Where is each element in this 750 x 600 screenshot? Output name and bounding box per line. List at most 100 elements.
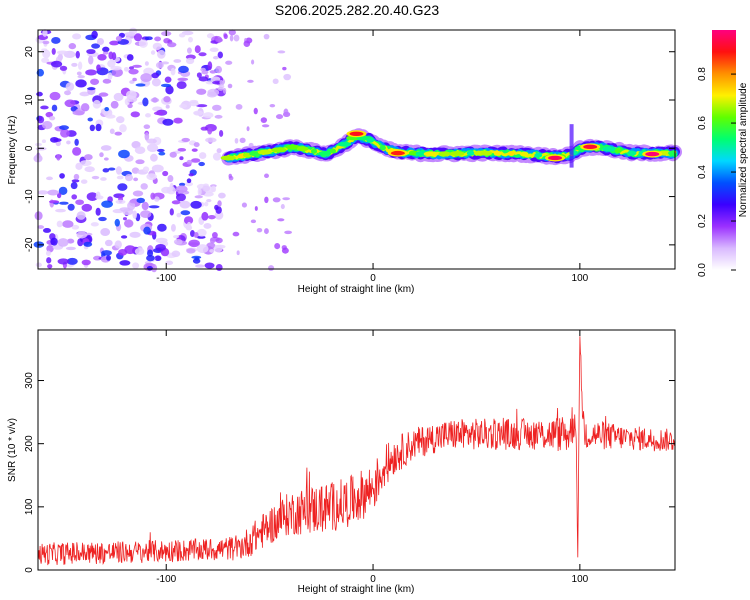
noise-blob: [41, 139, 47, 144]
snr-panel: -100 0 100 0 100 200 300 Height of straight l…: [7, 329, 676, 595]
noise-blob: [196, 72, 202, 78]
ridge-blob: [237, 153, 245, 159]
noise-blob: [50, 237, 58, 246]
noise-blob: [215, 65, 223, 74]
noise-blob: [41, 121, 53, 130]
noise-blob: [123, 32, 136, 37]
noise-blob: [281, 247, 289, 254]
noise-blob: [212, 104, 222, 111]
x-tick-label: 0: [370, 574, 376, 585]
noise-blob: [87, 117, 93, 122]
colorbar-ticks: 0.0 0.2 0.4 0.6 0.8: [697, 67, 736, 277]
noise-blob: [229, 34, 234, 42]
noise-blob: [247, 79, 254, 83]
x-tick-label: -100: [156, 273, 176, 284]
noise-blob: [87, 87, 96, 91]
noise-blob: [198, 52, 207, 57]
noise-blob: [167, 175, 174, 183]
noise-blob: [196, 235, 206, 239]
noise-blob: [96, 64, 101, 72]
noise-blob: [109, 128, 115, 135]
noise-blob: [228, 29, 236, 36]
noise-blob: [80, 103, 90, 112]
noise-blob: [169, 182, 174, 192]
noise-blob: [209, 249, 215, 253]
ridge-blob: [534, 152, 543, 158]
noise-blob: [130, 111, 140, 118]
hot-spot: [583, 144, 598, 150]
noise-blob: [282, 66, 287, 71]
noise-blob: [95, 191, 101, 199]
noise-blob: [132, 210, 138, 219]
noise-blob: [239, 137, 246, 144]
spectrogram-cells: [33, 27, 682, 273]
noise-blob: [37, 190, 49, 195]
noise-blob: [162, 118, 174, 126]
noise-blob: [198, 161, 205, 167]
noise-blob: [43, 227, 51, 233]
noise-blob: [193, 142, 200, 148]
noise-blob: [165, 85, 174, 95]
hot-spot: [349, 131, 364, 137]
colorbar-tick-label: 0.2: [697, 214, 708, 228]
noise-blob: [206, 199, 212, 203]
noise-blob: [86, 49, 96, 55]
noise-blob: [132, 190, 144, 197]
noise-blob: [59, 65, 68, 71]
noise-blob: [179, 200, 191, 209]
noise-blob: [214, 204, 219, 211]
noise-blob: [132, 77, 137, 82]
noise-blob: [201, 70, 209, 75]
ridge-blob: [602, 146, 618, 152]
colorbar-label: Normalized spectral amplitude: [738, 82, 749, 217]
noise-blob: [256, 228, 263, 233]
noise-blob: [85, 69, 97, 76]
noise-blob: [187, 36, 194, 43]
noise-blob: [42, 29, 48, 37]
noise-blob: [81, 203, 93, 212]
noise-blob: [102, 78, 112, 84]
noise-blob: [215, 264, 223, 271]
noise-blob: [72, 110, 85, 116]
ridge-blob: [337, 141, 352, 147]
noise-blob: [161, 186, 172, 194]
noise-blob: [269, 104, 276, 108]
noise-blob: [95, 123, 102, 132]
noise-blob: [84, 166, 95, 173]
noise-blob: [91, 175, 100, 180]
noise-blob: [99, 152, 104, 158]
colorbar-tick-label: 0.8: [697, 67, 708, 81]
noise-blob: [75, 50, 80, 59]
noise-blob: [195, 264, 205, 268]
noise-blob: [186, 221, 192, 230]
noise-blob: [153, 196, 160, 202]
noise-blob: [165, 260, 174, 266]
ridge-blob: [493, 150, 502, 156]
noise-blob: [51, 47, 56, 55]
noise-blob: [274, 242, 281, 250]
colorbar-tick-label: 0.6: [697, 116, 708, 130]
noise-blob: [253, 107, 258, 115]
noise-blob: [134, 247, 145, 256]
ridge-blob: [379, 145, 386, 151]
noise-blob: [129, 80, 135, 84]
noise-blob: [154, 36, 162, 42]
noise-blob: [197, 187, 202, 196]
noise-blob: [155, 243, 167, 251]
noise-blob: [176, 81, 187, 90]
ridge-blob: [285, 144, 301, 150]
noise-blob: [49, 91, 61, 101]
noise-blob: [46, 257, 52, 264]
noise-blob: [114, 131, 123, 136]
colorbar: 0.0 0.2 0.4 0.6 0.8 Normalized spectral ampl…: [697, 30, 749, 277]
noise-blob: [251, 59, 255, 65]
noise-blob: [77, 61, 83, 70]
noise-blob: [60, 129, 70, 138]
y-tick-label: 0: [24, 145, 35, 151]
noise-blob: [59, 173, 65, 179]
noise-blob: [36, 115, 45, 124]
noise-blob: [264, 196, 269, 204]
noise-blob: [151, 72, 160, 79]
noise-blob: [180, 210, 191, 216]
